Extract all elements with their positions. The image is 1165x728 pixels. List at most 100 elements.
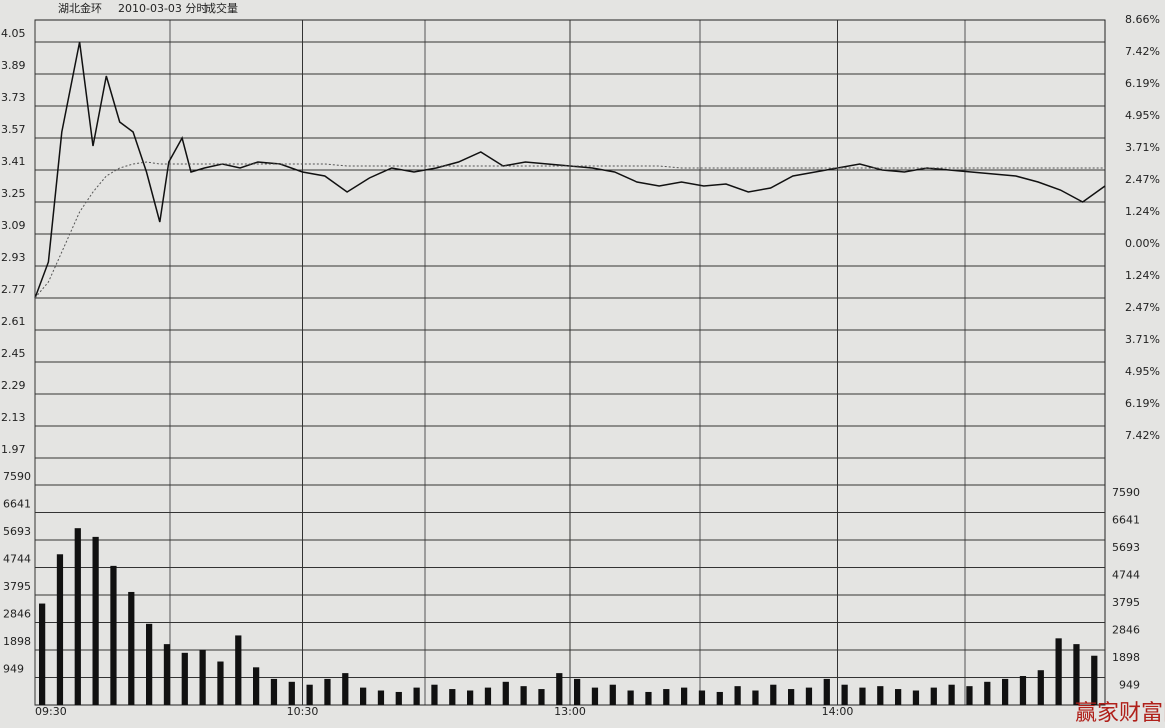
volume-bar xyxy=(788,689,795,705)
y2-tick-label: 3.71% xyxy=(1125,333,1160,346)
volume-bar xyxy=(538,689,545,705)
volume-bar xyxy=(342,673,349,705)
y-tick-label: 1.97 xyxy=(1,443,26,456)
y2-tick-label: 2.47% xyxy=(1125,173,1160,186)
volume-bar xyxy=(217,661,224,705)
y2-tick-label: 2.47% xyxy=(1125,301,1160,314)
volume-bar xyxy=(395,691,402,705)
y-tick-label: 2.45 xyxy=(1,347,26,360)
volume-bar xyxy=(288,681,295,705)
y-tick-label: 3.73 xyxy=(1,91,26,104)
volume-label: 成交量 xyxy=(205,1,238,15)
y-tick-label: 949 xyxy=(3,662,24,675)
volume-bar xyxy=(681,687,688,705)
y2-tick-label: 6641 xyxy=(1112,514,1140,527)
y-tick-label: 2.61 xyxy=(1,315,26,328)
y2-tick-label: 1.24% xyxy=(1125,205,1160,218)
stock-name: 湖北金环 xyxy=(58,1,102,15)
volume-bar xyxy=(823,678,830,705)
y-tick-label: 5693 xyxy=(3,525,31,538)
y2-tick-label: 4.95% xyxy=(1125,109,1160,122)
volume-bar xyxy=(770,684,777,705)
y2-tick-label: 5693 xyxy=(1112,541,1140,554)
y2-tick-label: 2846 xyxy=(1112,624,1140,637)
volume-bar xyxy=(734,686,741,705)
volume-bar xyxy=(502,681,509,705)
volume-bar xyxy=(609,684,616,705)
volume-bar xyxy=(1019,676,1027,705)
volume-bar xyxy=(1037,670,1044,705)
x-tick-label: 09:30 xyxy=(35,705,67,718)
volume-bar xyxy=(413,687,420,705)
y2-tick-label: 4.95% xyxy=(1125,365,1160,378)
volume-bar xyxy=(484,687,492,705)
y2-tick-label: 3795 xyxy=(1112,596,1140,609)
volume-bar xyxy=(39,603,46,705)
volume-bar xyxy=(948,684,955,705)
y-tick-label: 3.57 xyxy=(1,123,26,136)
volume-bar xyxy=(74,528,81,705)
y-tick-label: 3795 xyxy=(3,580,31,593)
volume-bar xyxy=(984,681,991,705)
volume-bar xyxy=(56,554,64,705)
y-tick-label: 3.89 xyxy=(1,59,26,72)
x-tick-label: 13:00 xyxy=(554,705,586,718)
y-tick-label: 3.41 xyxy=(1,155,26,168)
volume-bar xyxy=(805,687,813,705)
volume-bar xyxy=(1055,638,1062,705)
y2-tick-label: 6.19% xyxy=(1125,397,1160,410)
volume-bar xyxy=(877,686,884,705)
volume-bar xyxy=(895,689,902,705)
y2-tick-label: 8.66% xyxy=(1125,13,1160,26)
y-tick-label: 3.25 xyxy=(1,187,26,200)
volume-bar xyxy=(163,644,171,705)
y-tick-label: 7590 xyxy=(3,470,31,483)
volume-bar xyxy=(591,687,599,705)
y-tick-label: 3.09 xyxy=(1,219,26,232)
volume-bar xyxy=(467,690,474,705)
volume-bar xyxy=(377,690,385,705)
x-tick-label: 14:00 xyxy=(822,705,854,718)
y2-tick-label: 3.71% xyxy=(1125,141,1160,154)
y2-tick-label: 7.42% xyxy=(1125,45,1160,58)
y-tick-label: 2.29 xyxy=(1,379,26,392)
volume-bar xyxy=(128,591,135,705)
y2-tick-label: 6.19% xyxy=(1125,77,1160,90)
volume-bar xyxy=(841,684,848,705)
volume-bar xyxy=(698,690,706,705)
volume-bar xyxy=(716,691,723,705)
y2-tick-label: 7590 xyxy=(1112,486,1140,499)
volume-bar xyxy=(1091,655,1098,705)
volume-bar xyxy=(360,687,367,705)
y-tick-label: 2846 xyxy=(3,608,31,621)
volume-bar xyxy=(253,667,260,705)
volume-bar xyxy=(449,689,456,705)
volume-bar xyxy=(930,687,937,705)
y2-tick-label: 1.24% xyxy=(1125,269,1160,282)
y-tick-label: 2.77 xyxy=(1,283,26,296)
volume-bar xyxy=(859,687,866,705)
y2-tick-label: 949 xyxy=(1119,678,1140,691)
y-tick-label: 6641 xyxy=(3,498,31,511)
price-line xyxy=(34,41,1106,299)
volume-bar xyxy=(110,565,117,705)
y-tick-label: 4744 xyxy=(3,552,31,565)
volume-bar xyxy=(235,635,242,705)
y2-tick-label: 4744 xyxy=(1112,568,1140,581)
x-tick-label: 10:30 xyxy=(287,705,319,718)
y2-tick-label: 0.00% xyxy=(1125,237,1160,250)
volume-bar xyxy=(92,536,99,705)
watermark: 赢家财富网 xyxy=(1075,701,1165,726)
y-tick-label: 2.93 xyxy=(1,251,26,264)
volume-bar xyxy=(574,678,581,705)
volume-bar xyxy=(431,684,438,705)
volume-bar xyxy=(627,690,634,705)
volume-bar xyxy=(306,684,313,705)
volume-bar xyxy=(966,686,973,705)
y2-tick-label: 1898 xyxy=(1112,651,1140,664)
volume-bar xyxy=(520,686,527,705)
volume-bar xyxy=(1073,644,1080,705)
y-tick-label: 4.05 xyxy=(1,27,26,40)
